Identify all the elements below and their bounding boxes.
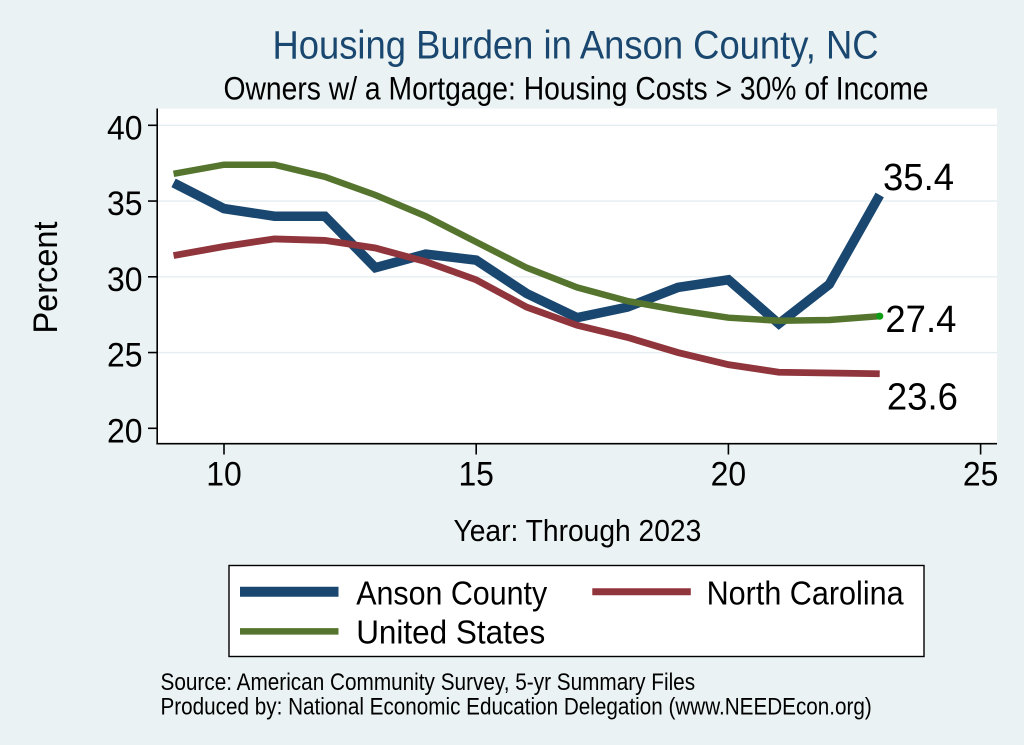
svg-text:United States: United States	[356, 615, 545, 652]
svg-text:Housing Burden in Anson County: Housing Burden in Anson County, NC	[273, 24, 879, 68]
svg-text:27.4: 27.4	[885, 299, 956, 341]
svg-text:25: 25	[107, 337, 143, 375]
svg-text:Year: Through 2023: Year: Through 2023	[454, 513, 702, 548]
svg-text:23.6: 23.6	[887, 377, 958, 419]
svg-text:Percent: Percent	[27, 221, 65, 334]
svg-text:10: 10	[206, 455, 242, 493]
svg-text:25: 25	[963, 455, 999, 493]
svg-text:35: 35	[107, 185, 143, 223]
svg-text:40: 40	[107, 109, 143, 147]
svg-text:15: 15	[458, 455, 494, 493]
svg-text:35.4: 35.4	[883, 157, 954, 199]
svg-text:Source: American Community Sur: Source: American Community Survey, 5-yr …	[161, 669, 696, 696]
svg-text:30: 30	[107, 261, 143, 299]
svg-text:Produced by: National Economic: Produced by: National Economic Education…	[161, 694, 872, 721]
svg-text:20: 20	[107, 412, 143, 450]
svg-text:Anson County: Anson County	[356, 575, 547, 612]
svg-text:20: 20	[711, 455, 747, 493]
svg-text:Owners w/ a Mortgage: Housing: Owners w/ a Mortgage: Housing Costs > 30…	[224, 71, 929, 107]
svg-text:North Carolina: North Carolina	[707, 575, 904, 612]
